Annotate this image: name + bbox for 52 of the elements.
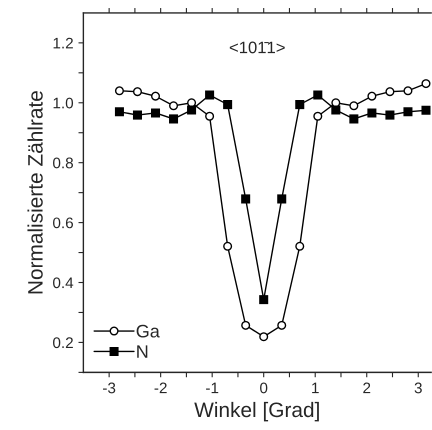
point: [187, 105, 196, 114]
point: [349, 101, 358, 110]
point: [114, 86, 124, 96]
y-tick-label: 0.2: [53, 337, 73, 348]
legend-label: Ga: [136, 324, 160, 338]
point: [132, 87, 142, 96]
x-tick-label: -1: [206, 382, 218, 394]
point: [114, 107, 124, 116]
point: [150, 108, 160, 118]
text: <101̄1>: [230, 42, 285, 54]
point: [277, 194, 286, 204]
point: [385, 87, 394, 96]
point: [223, 242, 232, 251]
x-axis-title: Winkel [Grad]: [194, 402, 319, 422]
point: [150, 92, 160, 101]
x-tick-label: -3: [103, 382, 116, 394]
x-tick-label: 1: [312, 382, 319, 394]
x-tick-label: 2: [363, 382, 370, 394]
point: [277, 320, 286, 330]
point: [169, 101, 178, 110]
point: [205, 112, 214, 121]
y-tick-label: 1.0: [54, 98, 74, 108]
point: [259, 295, 268, 304]
point: [331, 105, 340, 114]
point: [403, 86, 412, 96]
point: [421, 106, 430, 115]
legend-label: N: [137, 345, 148, 358]
point: [313, 90, 322, 100]
point: [367, 108, 376, 118]
point: [349, 114, 358, 124]
point: [313, 112, 322, 121]
point: [295, 242, 304, 251]
x-tick-label: -2: [154, 382, 167, 394]
point: [223, 100, 232, 110]
x-tick-label: 0: [260, 382, 268, 394]
point: [241, 194, 250, 204]
x-tick-label: 3: [414, 382, 422, 394]
point: [367, 92, 376, 101]
y-tick-label: 1.2: [54, 38, 73, 48]
y-tick-label: 0.8: [53, 158, 73, 168]
point: [169, 114, 178, 124]
point: [385, 110, 394, 120]
point: [295, 100, 304, 110]
point: [241, 320, 250, 330]
y-axis-title: Normalisierte Zählrate: [27, 91, 43, 294]
point: [259, 332, 268, 342]
point: [132, 110, 142, 120]
y-tick-label: 0.6: [53, 217, 73, 228]
point: [421, 79, 430, 88]
point: [205, 90, 214, 100]
y-tick-label: 0.4: [53, 277, 74, 288]
point: [403, 107, 412, 116]
